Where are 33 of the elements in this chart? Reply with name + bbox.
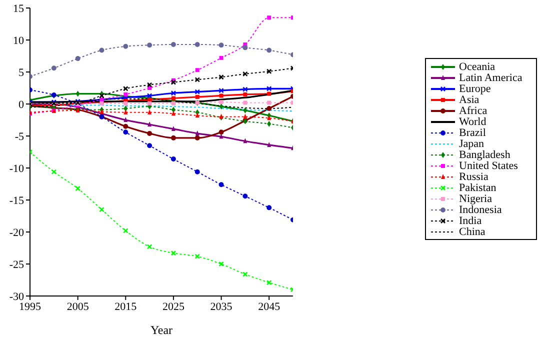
y-tick-label: -30 bbox=[9, 290, 24, 303]
y-tick-label: -10 bbox=[9, 162, 24, 175]
legend-label: Europe bbox=[459, 82, 491, 94]
legend-label: China bbox=[459, 226, 486, 238]
legend-label: Bangladesh bbox=[459, 148, 510, 160]
legend-label: Japan bbox=[459, 138, 484, 150]
y-tick-label: 15 bbox=[13, 2, 24, 15]
x-tick-label: 2025 bbox=[162, 300, 185, 313]
legend-label: World bbox=[459, 116, 486, 128]
x-tick-label: 2005 bbox=[66, 300, 90, 313]
y-tick-label: -15 bbox=[9, 194, 24, 207]
legend-label: Latin America bbox=[459, 72, 522, 84]
y-tick-label: 5 bbox=[18, 66, 24, 79]
legend-label: Asia bbox=[459, 94, 480, 106]
legend-label: Russia bbox=[459, 170, 488, 182]
x-axis-title: Year bbox=[150, 323, 173, 337]
y-tick-label: 10 bbox=[13, 34, 24, 47]
x-tick-label: 2035 bbox=[210, 300, 233, 313]
x-tick-label: 1995 bbox=[19, 300, 42, 313]
legend-label: India bbox=[459, 214, 482, 226]
legend-label: Africa bbox=[459, 104, 488, 116]
y-tick-label: -20 bbox=[9, 226, 24, 239]
y-tick-label: -25 bbox=[9, 258, 24, 271]
y-tick-label: 0 bbox=[18, 98, 24, 111]
y-tick-label: -5 bbox=[14, 130, 24, 143]
legend-label: United States bbox=[459, 160, 518, 172]
legend-label: Oceania bbox=[459, 60, 496, 72]
x-tick-label: 2015 bbox=[114, 300, 138, 313]
x-tick-label: 2045 bbox=[258, 300, 281, 313]
legend-label: Pakistan bbox=[459, 182, 496, 194]
legend-label: Indonesia bbox=[459, 204, 502, 216]
legend-label: Nigeria bbox=[459, 192, 492, 204]
legend-label: Brazil bbox=[459, 126, 486, 138]
